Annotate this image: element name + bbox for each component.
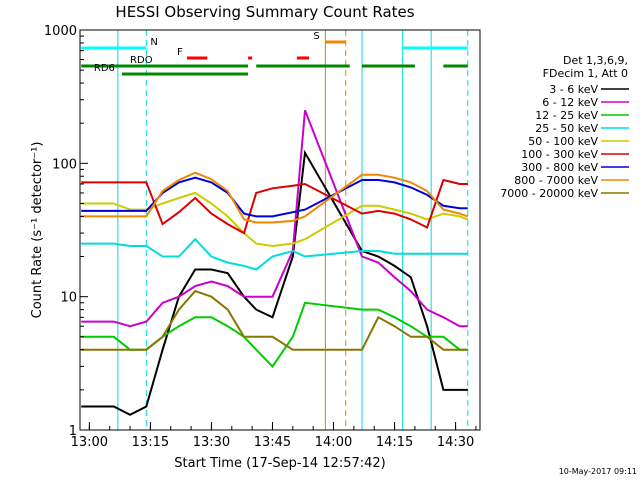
y-tick-label-1: 10 [60, 291, 77, 306]
legend-header-0: Det 1,3,6,9, [563, 54, 628, 67]
legend-label-1: 6 - 12 keV [542, 96, 598, 109]
legend-label-2: 12 - 25 keV [535, 109, 598, 122]
y-tick-label-3: 1000 [44, 24, 77, 39]
x-tick-label-2: 13:30 [193, 435, 230, 450]
chart-title: HESSI Observing Summary Count Rates [115, 3, 414, 21]
x-tick-label-1: 13:15 [132, 435, 169, 450]
x-tick-label-0: 13:00 [71, 435, 108, 450]
state-label-rdo: RDO [130, 55, 153, 66]
legend-label-4: 50 - 100 keV [528, 135, 598, 148]
series-line-3 [81, 237, 468, 271]
y-axis-label: Count Rate (s⁻¹ detector⁻¹) [30, 142, 45, 319]
state-label-s: S [313, 31, 319, 42]
x-tick-label-3: 13:45 [254, 435, 291, 450]
series-line-8 [81, 289, 468, 351]
x-tick-label-6: 14:30 [437, 435, 474, 450]
plot-area: N F S RDO RD6 [81, 30, 469, 430]
legend-label-0: 3 - 6 keV [549, 83, 598, 96]
series-line-0 [81, 149, 468, 416]
state-label-rd6: RD6 [94, 63, 115, 74]
legend-header-1: FDecim 1, Att 0 [543, 67, 628, 80]
state-label-n: N [150, 37, 157, 48]
legend-label-5: 100 - 300 keV [521, 148, 598, 161]
series-line-6 [81, 176, 468, 218]
x-axis: 13:00 13:15 13:30 13:45 14:00 14:15 14:30 [71, 422, 477, 450]
y-tick-label-0: 1 [69, 424, 77, 439]
legend-label-8: 7000 - 20000 keV [500, 187, 598, 200]
y-axis: 1 10 100 1000 [44, 24, 88, 439]
x-tick-label-4: 14:00 [315, 435, 352, 450]
x-tick-label-5: 14:15 [376, 435, 413, 450]
plot-frame [79, 29, 481, 431]
series-line-4 [81, 191, 469, 248]
series-line-7 [81, 171, 469, 224]
timestamp: 10-May-2017 09:11 [559, 467, 637, 476]
x-axis-label: Start Time (17-Sep-14 12:57:42) [174, 456, 385, 471]
legend-label-7: 800 - 7000 keV [514, 174, 598, 187]
state-label-f: F [177, 47, 183, 58]
series-line-1 [81, 109, 468, 328]
y-tick-label-2: 100 [52, 157, 77, 172]
legend-label-6: 300 - 800 keV [521, 161, 598, 174]
legend-label-3: 25 - 50 keV [535, 122, 598, 135]
